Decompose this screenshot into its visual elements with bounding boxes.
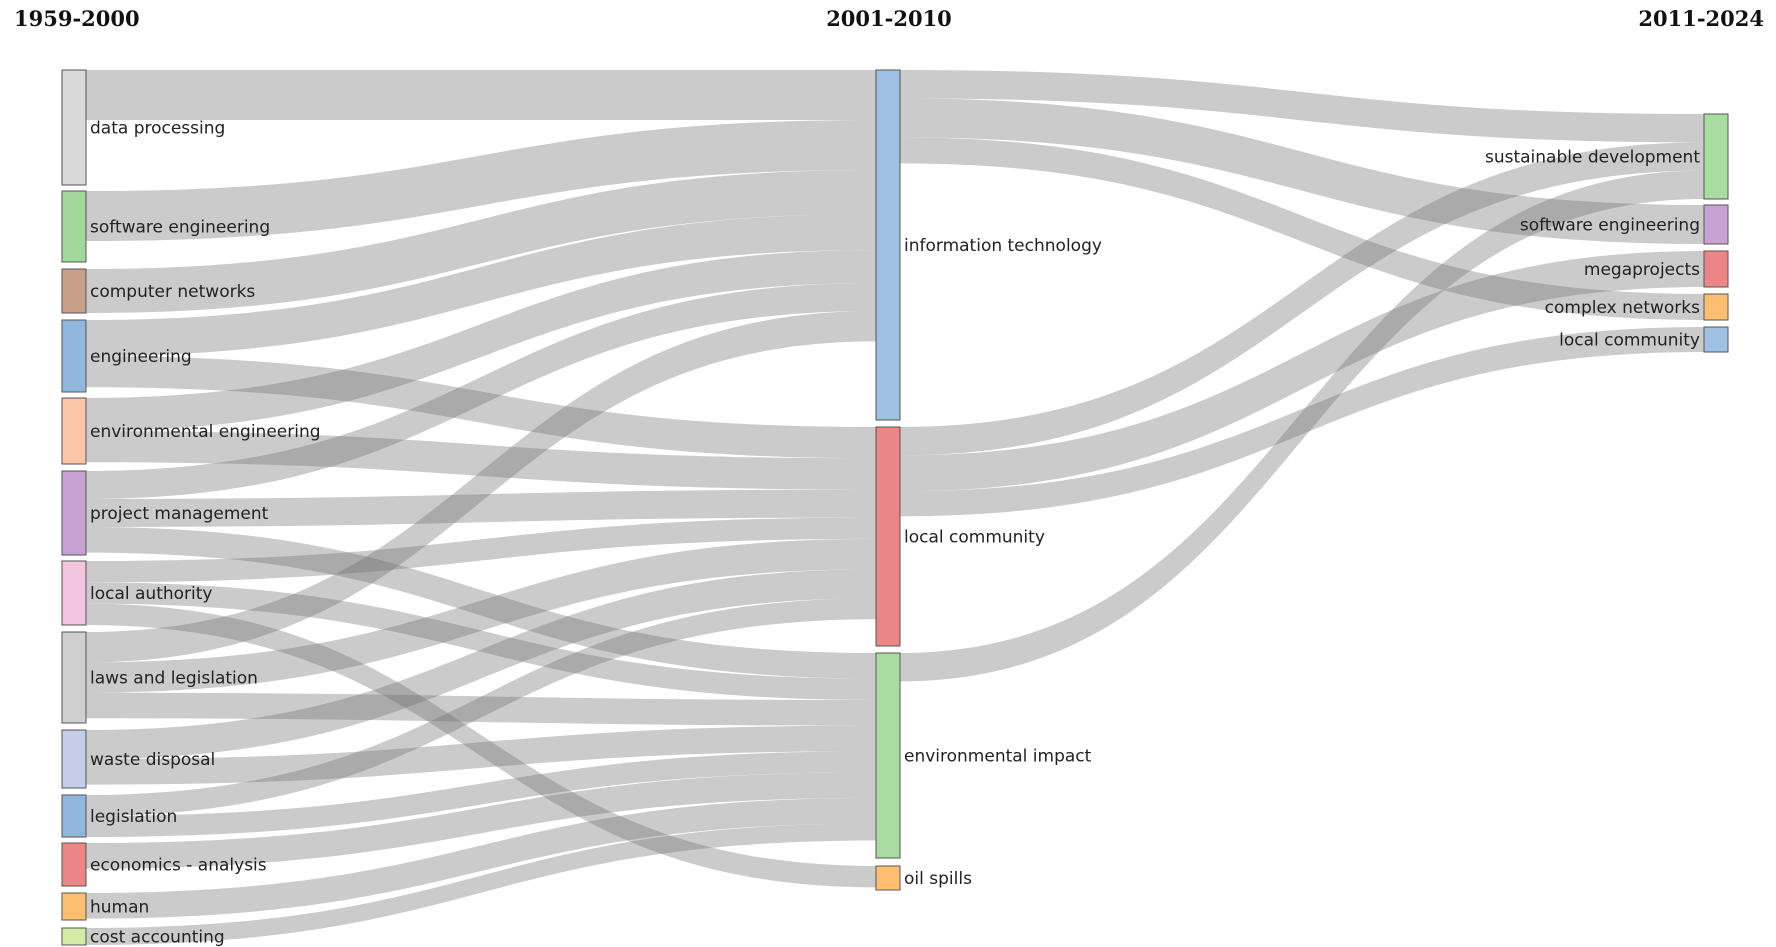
flow-link-project-management-to-environmental-impact	[86, 527, 876, 679]
node-environmental-engineering-1	[61, 397, 87, 465]
node-label-computer-networks-1: computer networks	[90, 282, 255, 302]
flow-link-laws-and-legislation-to-environmental-impact	[86, 692, 876, 726]
node-engineering-1	[61, 319, 87, 393]
flow-link-information-technology-to-sustainable-development	[900, 70, 1704, 143]
node-data-processing-1	[61, 69, 87, 186]
flow-link-computer-networks-to-information-technology	[86, 170, 876, 313]
flow-link-local-authority-to-oil-spills	[86, 603, 876, 888]
flow-link-legislation-to-environmental-impact	[86, 751, 876, 837]
flow-link-waste-disposal-to-local-community	[86, 569, 876, 759]
node-label-human-1: human	[90, 898, 149, 918]
node-environmental-impact-2	[875, 652, 901, 859]
node-label-sustainable-development-3: sustainable development	[1485, 148, 1700, 168]
node-cost-accounting-1	[61, 927, 87, 946]
node-label-local-community-3: local community	[1559, 331, 1700, 351]
period-label-2001-2010: 2001-2010	[826, 6, 952, 31]
node-label-information-technology-2: information technology	[904, 236, 1102, 256]
flow-link-local-community-to-sustainable-development	[900, 142, 1704, 456]
period-label-1959-2000: 1959-2000	[14, 6, 140, 31]
flow-link-local-authority-to-local-community	[86, 517, 876, 583]
node-local-authority-1	[61, 560, 87, 626]
node-local-community-2	[875, 426, 901, 647]
flow-link-local-authority-to-environmental-impact	[86, 582, 876, 700]
flow-link-legislation-to-local-community	[86, 598, 876, 816]
node-legislation-1	[61, 794, 87, 838]
node-megaprojects-3	[1703, 250, 1729, 288]
node-label-waste-disposal-1: waste disposal	[90, 750, 215, 770]
node-label-complex-networks-3: complex networks	[1545, 298, 1700, 318]
flow-link-environmental-impact-to-sustainable-development	[900, 170, 1704, 682]
node-label-data-processing-1: data processing	[90, 119, 225, 139]
node-label-environmental-engineering-1: environmental engineering	[90, 422, 321, 442]
node-human-1	[61, 892, 87, 921]
flow-link-engineering-to-local-community	[86, 356, 876, 459]
node-software-engineering-1	[61, 190, 87, 263]
flow-link-local-community-to-megaprojects	[900, 251, 1704, 492]
node-label-cost-accounting-1: cost accounting	[90, 928, 225, 947]
node-label-software-engineering-3: software engineering	[1520, 216, 1700, 236]
flow-link-economics-analysis-to-environmental-impact	[86, 772, 876, 869]
node-economics-analysis-1	[61, 842, 87, 887]
flow-link-environmental-engineering-to-information-technology	[86, 250, 876, 431]
flow-link-cost-accounting-to-environmental-impact	[86, 823, 876, 945]
node-software-engineering-3	[1703, 204, 1729, 245]
flow-links	[86, 70, 1704, 945]
node-label-engineering-1: engineering	[90, 347, 192, 367]
flow-link-environmental-engineering-to-local-community	[86, 431, 876, 490]
node-waste-disposal-1	[61, 729, 87, 789]
node-complex-networks-3	[1703, 293, 1729, 321]
flow-link-project-management-to-local-community	[86, 489, 876, 527]
node-label-local-community-2: local community	[904, 528, 1045, 548]
node-oil-spills-2	[875, 865, 901, 891]
node-computer-networks-1	[61, 268, 87, 314]
flow-link-software-engineering-to-information-technology	[86, 120, 876, 241]
node-label-legislation-1: legislation	[90, 807, 177, 827]
flow-link-engineering-to-information-technology	[86, 214, 876, 356]
flow-link-local-community-to-local-community	[900, 327, 1704, 517]
flow-link-project-management-to-information-technology	[86, 283, 876, 499]
flow-link-human-to-environmental-impact	[86, 797, 876, 919]
flow-link-information-technology-to-complex-networks	[900, 137, 1704, 320]
node-label-software-engineering-1: software engineering	[90, 218, 270, 238]
node-label-laws-and-legislation-1: laws and legislation	[90, 669, 258, 689]
flow-link-data-processing-to-information-technology	[86, 70, 876, 120]
node-project-management-1	[61, 470, 87, 556]
flow-link-laws-and-legislation-to-information-technology	[86, 311, 876, 663]
topic-nodes: data processing software engineering compu…	[61, 69, 1729, 947]
node-sustainable-development-3	[1703, 113, 1729, 200]
node-label-oil-spills-2: oil spills	[904, 869, 972, 889]
node-local-community-3	[1703, 326, 1729, 353]
flow-link-information-technology-to-software-engineering	[900, 98, 1704, 244]
node-label-local-authority-1: local authority	[90, 584, 213, 604]
flow-link-laws-and-legislation-to-local-community	[86, 538, 876, 693]
node-label-economics-analysis-1: economics - analysis	[90, 856, 267, 876]
node-label-megaprojects-3: megaprojects	[1584, 260, 1700, 280]
node-label-environmental-impact-2: environmental impact	[904, 747, 1092, 767]
node-information-technology-2	[875, 69, 901, 421]
flow-link-waste-disposal-to-environmental-impact	[86, 725, 876, 785]
node-laws-and-legislation-1	[61, 631, 87, 724]
period-label-2011-2024: 2011-2024	[1638, 6, 1764, 31]
node-label-project-management-1: project management	[90, 504, 269, 524]
